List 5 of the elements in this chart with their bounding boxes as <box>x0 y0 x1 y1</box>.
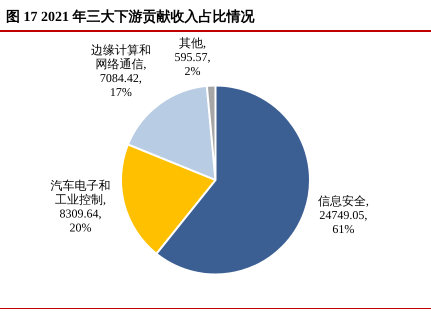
chart-title: 图 17 2021 年三大下游贡献收入占比情况 <box>6 8 254 26</box>
slice-label: 汽车电子和工业控制, 8309.64, 20% <box>50 178 110 234</box>
slice-label: 边缘计算和网络通信, 7084.42, 17% <box>90 43 151 100</box>
slice-label: 信息安全, 24749.05, 61% <box>318 194 369 236</box>
slice-label: 其他, 595.57, 2% <box>174 36 211 78</box>
